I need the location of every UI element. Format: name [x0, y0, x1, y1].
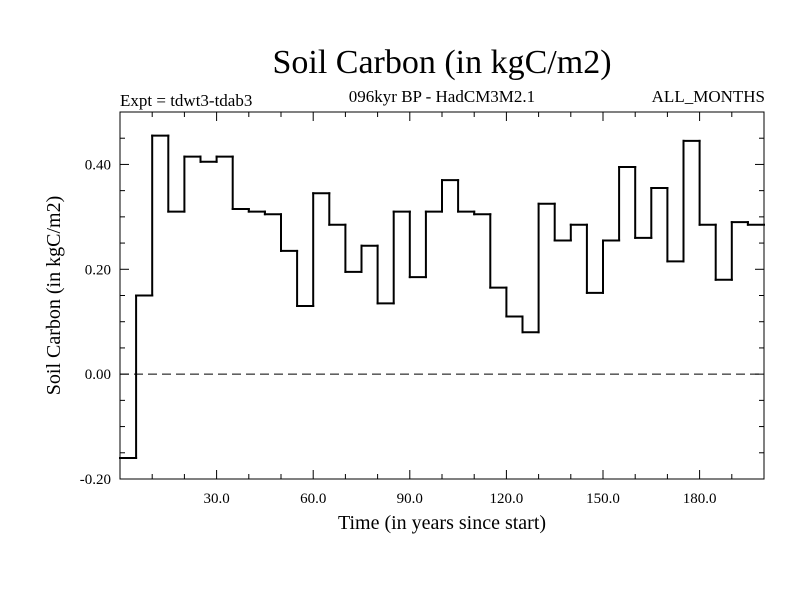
- months-label: ALL_MONTHS: [651, 87, 765, 106]
- x-tick-label: 90.0: [397, 491, 423, 507]
- period-model-label: 096kyr BP - HadCM3M2.1: [348, 87, 536, 106]
- y-tick-label: 0.40: [85, 157, 111, 173]
- x-axis-label: Time (in years since start): [338, 512, 546, 534]
- y-tick-label: 0.00: [85, 367, 111, 383]
- x-tick-label: 180.0: [683, 491, 717, 507]
- experiment-label: Expt = tdwt3-tdab3: [120, 91, 253, 110]
- x-tick-label: 60.0: [300, 491, 326, 507]
- plot-frame: [119, 111, 765, 480]
- x-tick-label: 120.0: [490, 491, 524, 507]
- y-axis-label: Soil Carbon (in kgC/m2): [43, 196, 65, 395]
- data-series: [119, 134, 765, 460]
- x-tick-label: 150.0: [586, 491, 620, 507]
- y-tick-label: -0.20: [80, 472, 111, 488]
- x-tick-label: 30.0: [203, 491, 229, 507]
- y-tick-label: 0.20: [85, 262, 111, 278]
- chart-title: Soil Carbon (in kgC/m2): [272, 44, 612, 81]
